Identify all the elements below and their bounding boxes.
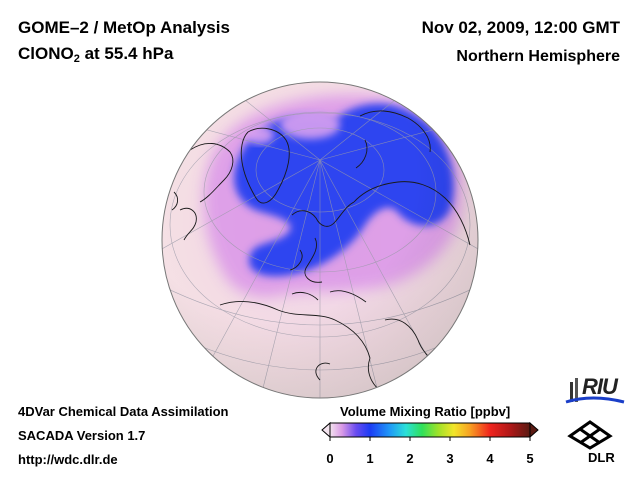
riu-logo: [565, 378, 625, 404]
map-title: GOME–2 / MetOp Analysis: [18, 18, 230, 37]
colorbar-tick-label: 4: [486, 451, 494, 466]
species-label: ClONO2 at 55.4 hPa: [18, 44, 173, 65]
footer-url[interactable]: http://wdc.dlr.de: [18, 452, 118, 467]
colorbar-gradient: [329, 422, 531, 438]
dlr-logo-text: DLR: [588, 450, 615, 465]
colorbar-tick-label: 1: [366, 451, 374, 466]
dlr-logo-icon: [567, 420, 613, 450]
colorbar: [321, 421, 539, 441]
species-subscript: 2: [73, 53, 80, 65]
globe-outline: [161, 81, 479, 399]
colorbar-title: Volume Mixing Ratio [ppbv]: [340, 404, 511, 419]
colorbar-min-arrow: [321, 421, 331, 439]
species-suffix: at 55.4 hPa: [79, 44, 174, 63]
colorbar-tick-label: 2: [406, 451, 414, 466]
footer-version: SACADA Version 1.7: [18, 428, 146, 443]
species-prefix: ClONO: [18, 44, 74, 63]
footer-assimilation: 4DVar Chemical Data Assimilation: [18, 404, 229, 419]
colorbar-max-arrow: [529, 421, 539, 439]
riu-logo-text: RIU: [582, 374, 618, 399]
colorbar-tick-label: 5: [526, 451, 534, 466]
colorbar-tick-label: 0: [326, 451, 334, 466]
region-label: Northern Hemisphere: [456, 48, 620, 65]
globe-map: [161, 81, 479, 399]
date-label: Nov 02, 2009, 12:00 GMT: [421, 18, 620, 37]
colorbar-tick-label: 3: [446, 451, 454, 466]
